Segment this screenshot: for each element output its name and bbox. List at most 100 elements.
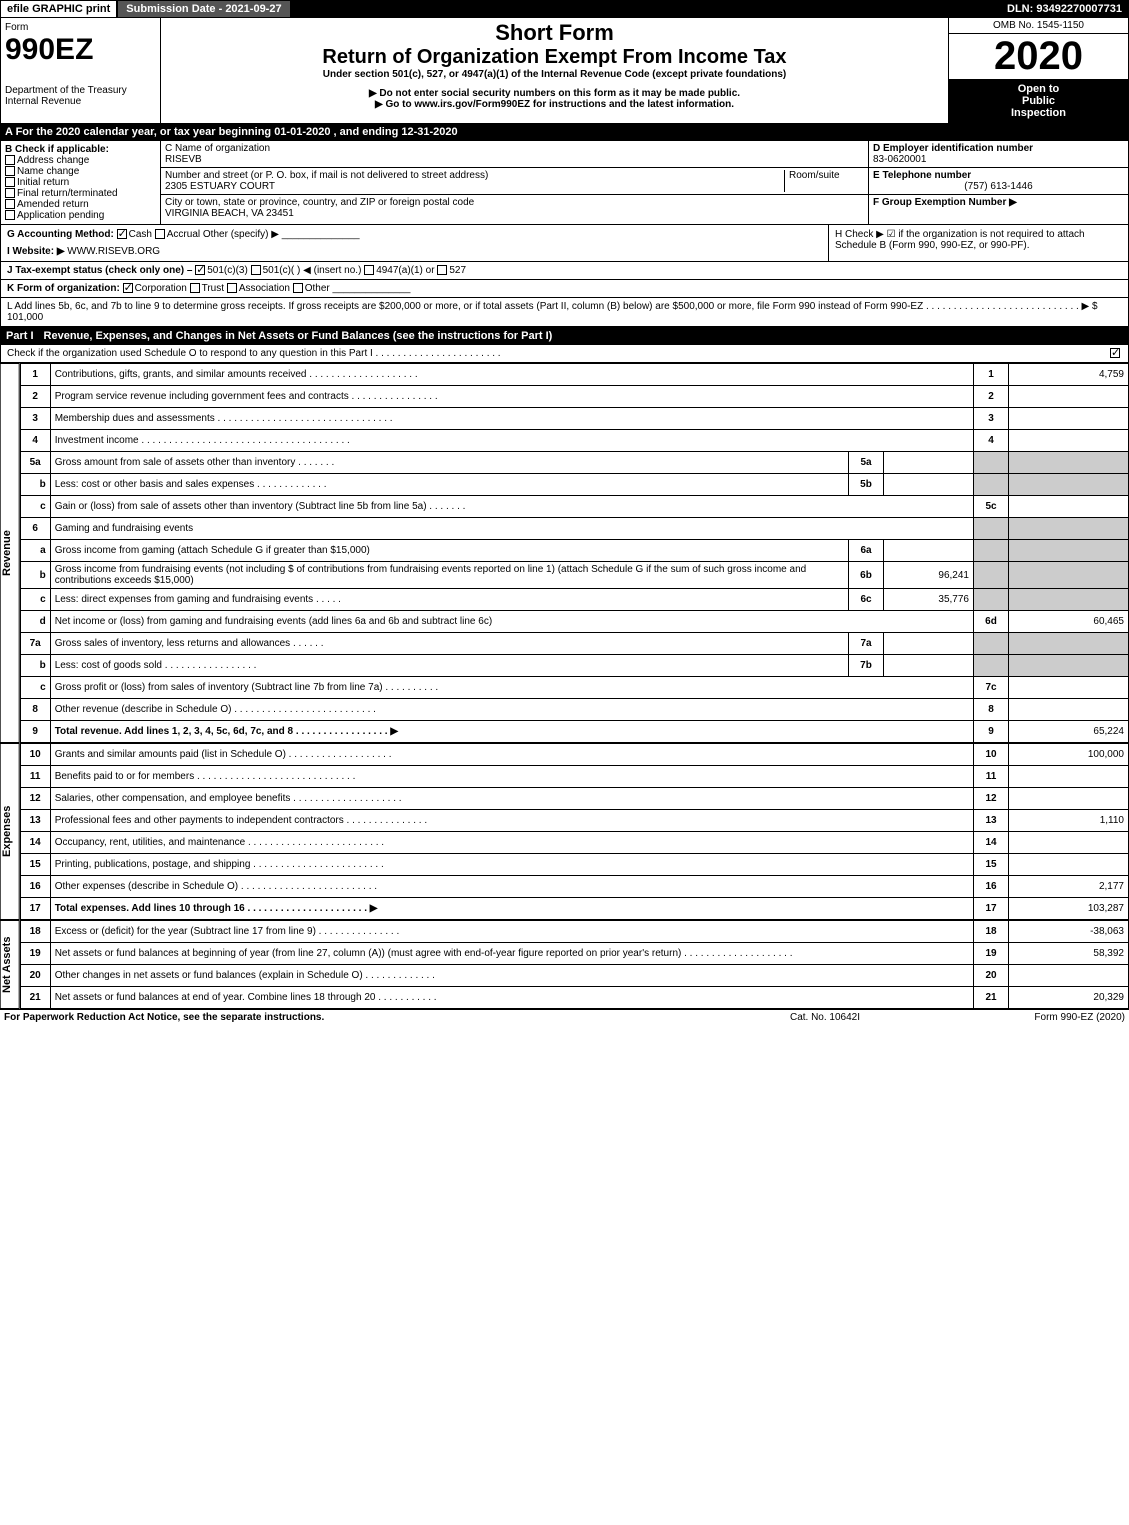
cash-label: Cash <box>129 229 152 240</box>
line-17-num: 17 <box>20 898 50 920</box>
line-17-val: 103,287 <box>1009 898 1129 920</box>
line-13-val: 1,110 <box>1009 810 1129 832</box>
header-left: Form 990EZ Department of the Treasury In… <box>1 18 161 123</box>
line-21: 21 Net assets or fund balances at end of… <box>20 987 1128 1009</box>
box-j: J Tax-exempt status (check only one) – 5… <box>0 262 1129 280</box>
check-final-return[interactable]: Final return/terminated <box>5 188 156 199</box>
submission-date: Submission Date - 2021-09-27 <box>116 1 289 17</box>
line-6-desc: Gaming and fundraising events <box>50 518 973 540</box>
check-address-change[interactable]: Address change <box>5 155 156 166</box>
label-corporation: Corporation <box>135 283 187 294</box>
line-5c-num: c <box>20 496 50 518</box>
line-6b-num: b <box>20 562 50 589</box>
lines-table-expenses: 10 Grants and similar amounts paid (list… <box>20 743 1129 920</box>
line-7a-num: 7a <box>20 633 50 655</box>
box-k: K Form of organization: Corporation Trus… <box>0 280 1129 298</box>
line-10: 10 Grants and similar amounts paid (list… <box>20 744 1128 766</box>
line-14: 14 Occupancy, rent, utilities, and maint… <box>20 832 1128 854</box>
street-row: Number and street (or P. O. box, if mail… <box>161 168 868 195</box>
paperwork-notice: For Paperwork Reduction Act Notice, see … <box>4 1012 725 1023</box>
line-6-val-shaded <box>1009 518 1129 540</box>
line-12-rn: 12 <box>974 788 1009 810</box>
line-16-num: 16 <box>20 876 50 898</box>
line-20-val <box>1009 965 1129 987</box>
line-21-desc: Net assets or fund balances at end of ye… <box>55 992 376 1003</box>
box-def: D Employer identification number 83-0620… <box>868 141 1128 224</box>
line-10-num: 10 <box>20 744 50 766</box>
goto-link[interactable]: ▶ Go to www.irs.gov/Form990EZ for instru… <box>167 99 942 110</box>
line-14-val <box>1009 832 1129 854</box>
website-link[interactable]: WWW.RISEVB.ORG <box>67 246 160 257</box>
line-6d-num: d <box>20 611 50 633</box>
check-accrual[interactable] <box>155 229 165 239</box>
box-f: F Group Exemption Number ▶ <box>869 195 1128 210</box>
check-schedule-o[interactable] <box>1110 348 1120 358</box>
check-association[interactable] <box>227 283 237 293</box>
street-value: 2305 ESTUARY COURT <box>165 181 784 192</box>
efile-print-label[interactable]: efile GRAPHIC print <box>1 1 116 17</box>
line-1-rn: 1 <box>974 364 1009 386</box>
check-501c3[interactable] <box>195 265 205 275</box>
line-6a-rn-shaded <box>974 540 1009 562</box>
check-cash[interactable] <box>117 229 127 239</box>
line-7b-num: b <box>20 655 50 677</box>
line-14-desc: Occupancy, rent, utilities, and maintena… <box>55 837 245 848</box>
open-line3: Inspection <box>953 107 1124 119</box>
dept-irs: Internal Revenue <box>5 96 156 107</box>
line-2-desc: Program service revenue including govern… <box>55 391 349 402</box>
line-10-desc: Grants and similar amounts paid (list in… <box>55 749 286 760</box>
line-17-rn: 17 <box>974 898 1009 920</box>
return-title: Return of Organization Exempt From Incom… <box>167 46 942 69</box>
ein-label: D Employer identification number <box>873 143 1033 154</box>
line-10-rn: 10 <box>974 744 1009 766</box>
line-20-num: 20 <box>20 965 50 987</box>
line-6b-mb: 6b <box>849 562 884 589</box>
line-5c-rn: 5c <box>974 496 1009 518</box>
line-6c-mv: 35,776 <box>884 589 974 611</box>
check-other-org[interactable] <box>293 283 303 293</box>
line-6b: b Gross income from fundraising events (… <box>20 562 1128 589</box>
line-21-rn: 21 <box>974 987 1009 1009</box>
section-bcdef: B Check if applicable: Address change Na… <box>0 141 1129 225</box>
check-application-pending[interactable]: Application pending <box>5 210 156 221</box>
tax-exempt-label: J Tax-exempt status (check only one) – <box>7 265 192 276</box>
line-5c-val <box>1009 496 1129 518</box>
phone-value: (757) 613-1446 <box>873 181 1124 192</box>
check-name-change[interactable]: Name change <box>5 166 156 177</box>
line-4-desc: Investment income <box>55 435 139 446</box>
line-1-num: 1 <box>20 364 50 386</box>
check-501c[interactable] <box>251 265 261 275</box>
ein-value: 83-0620001 <box>873 154 926 165</box>
check-4947[interactable] <box>364 265 374 275</box>
line-7a: 7a Gross sales of inventory, less return… <box>20 633 1128 655</box>
line-14-num: 14 <box>20 832 50 854</box>
line-17-desc: Total expenses. Add lines 10 through 16 … <box>55 903 378 914</box>
cat-no: Cat. No. 10642I <box>725 1012 925 1023</box>
line-20: 20 Other changes in net assets or fund b… <box>20 965 1128 987</box>
line-8-rn: 8 <box>974 699 1009 721</box>
line-16: 16 Other expenses (describe in Schedule … <box>20 876 1128 898</box>
check-trust[interactable] <box>190 283 200 293</box>
label-501c3: 501(c)(3) <box>207 265 248 276</box>
line-6a-val-shaded <box>1009 540 1129 562</box>
line-6a-desc: Gross income from gaming (attach Schedul… <box>50 540 848 562</box>
line-4-val <box>1009 430 1129 452</box>
check-corporation[interactable] <box>123 283 133 293</box>
room-suite-label: Room/suite <box>784 170 864 192</box>
line-6c: c Less: direct expenses from gaming and … <box>20 589 1128 611</box>
check-amended-return[interactable]: Amended return <box>5 199 156 210</box>
street-label: Number and street (or P. O. box, if mail… <box>165 170 784 181</box>
city-row: City or town, state or province, country… <box>161 195 868 221</box>
check-527[interactable] <box>437 265 447 275</box>
line-4: 4 Investment income . . . . . . . . . . … <box>20 430 1128 452</box>
part-i-sub: Check if the organization used Schedule … <box>0 345 1129 363</box>
line-5a-mv <box>884 452 974 474</box>
line-7a-mb: 7a <box>849 633 884 655</box>
check-initial-return[interactable]: Initial return <box>5 177 156 188</box>
city-label: City or town, state or province, country… <box>165 197 864 208</box>
line-15: 15 Printing, publications, postage, and … <box>20 854 1128 876</box>
line-5b-mv <box>884 474 974 496</box>
side-label-revenue: Revenue <box>0 363 20 743</box>
line-6d-val: 60,465 <box>1009 611 1129 633</box>
line-13-num: 13 <box>20 810 50 832</box>
